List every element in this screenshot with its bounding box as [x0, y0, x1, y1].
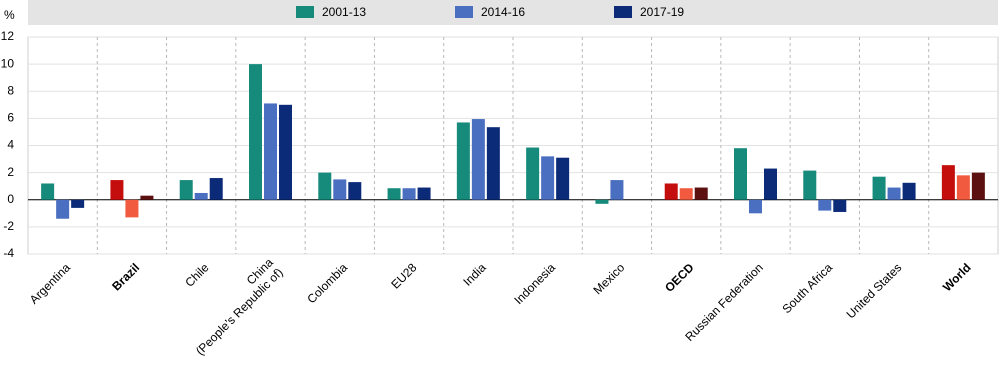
legend-label: 2014-16: [481, 5, 525, 19]
bar: [348, 182, 362, 200]
bar: [971, 172, 985, 200]
bar: [734, 148, 747, 200]
bar: [209, 178, 223, 200]
bar: [941, 165, 955, 200]
bar: [456, 122, 470, 200]
y-tick-label: 2: [7, 165, 14, 179]
y-tick-label: 12: [1, 29, 15, 43]
bar: [194, 192, 208, 200]
bar: [610, 180, 624, 200]
bar: [749, 199, 762, 214]
y-tick-label: -4: [3, 246, 14, 260]
x-tick-label: South Africa: [779, 260, 835, 316]
x-tick-label: Brazil: [109, 260, 142, 293]
bar: [417, 187, 431, 200]
bar: [526, 147, 540, 200]
bar: [664, 183, 678, 200]
bar: [694, 187, 708, 200]
bar: [318, 172, 332, 200]
x-tick-label: United States: [844, 260, 905, 321]
legend-background: [28, 0, 998, 25]
bar: [264, 103, 277, 200]
bar: [402, 188, 416, 200]
y-tick-label: 8: [7, 83, 14, 97]
legend-swatch: [296, 6, 314, 18]
bar: [595, 199, 609, 204]
x-tick-label: World: [940, 260, 974, 294]
bar: [803, 170, 817, 200]
bar: [179, 180, 193, 200]
bar: [56, 199, 70, 219]
bar: [279, 104, 292, 200]
bar: [486, 127, 500, 200]
legend-swatch: [455, 6, 473, 18]
x-tick-label: EU28: [388, 260, 419, 291]
x-tick-label: India: [460, 260, 489, 289]
bar: [956, 175, 970, 200]
label-line: (People’s Republic of): [193, 265, 286, 358]
bar: [902, 182, 916, 200]
bar: [110, 180, 124, 200]
bar: [125, 199, 139, 218]
x-tick-label: Mexico: [591, 260, 628, 297]
bar: [679, 188, 693, 200]
x-tick-label: Indonesia: [511, 260, 558, 307]
bar: [471, 119, 485, 200]
x-tick-label: OECD: [662, 260, 697, 295]
bar: [249, 64, 262, 200]
bar: [764, 168, 777, 200]
x-tick-label: Russian Federation: [682, 260, 765, 343]
y-tick-label: 6: [7, 111, 14, 125]
bar: [333, 179, 347, 200]
bar: [41, 183, 55, 200]
bar: [833, 199, 847, 212]
y-tick-label: 10: [1, 56, 15, 70]
legend-label: 2001-13: [322, 5, 366, 19]
y-tick-label: 0: [7, 192, 14, 206]
x-tick-label: Colombia: [304, 260, 350, 306]
bar: [387, 188, 401, 200]
bar: [818, 199, 832, 211]
legend-label: 2017-19: [640, 5, 684, 19]
x-tick-label: Argentina: [27, 260, 73, 306]
bar: [71, 199, 85, 208]
y-tick-label: 4: [7, 138, 14, 152]
legend-swatch: [614, 6, 632, 18]
x-tick-label: Chile: [182, 260, 211, 289]
bar: [887, 187, 901, 200]
y-tick-label: -2: [3, 219, 14, 233]
bar: [140, 195, 154, 200]
bar: [556, 157, 570, 200]
y-axis-label: %: [4, 8, 15, 22]
bar: [541, 156, 555, 200]
bar: [872, 176, 886, 200]
